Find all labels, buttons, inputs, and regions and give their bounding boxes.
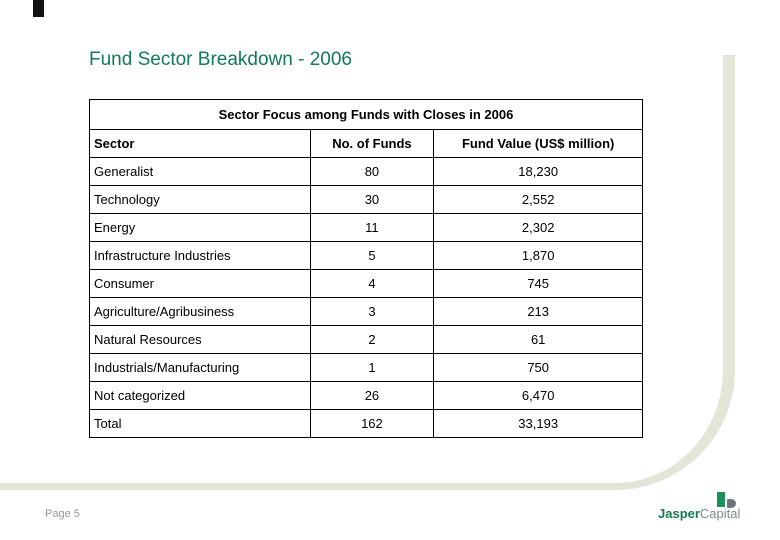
logo-text-capital: Capital [699, 506, 741, 521]
logo-gray-mark-icon [727, 499, 736, 508]
slide-corner-mark [33, 0, 44, 17]
table-row: Natural Resources 2 61 [89, 325, 643, 354]
table-row: Energy 11 2,302 [89, 213, 643, 242]
row-funds-cell: 162 [309, 409, 435, 438]
row-value-cell: 745 [433, 269, 643, 298]
table-row: Technology 30 2,552 [89, 185, 643, 214]
logo-green-bar-icon [717, 492, 725, 507]
row-sector-cell: Infrastructure Industries [89, 241, 311, 270]
table-row: Consumer 4 745 [89, 269, 643, 298]
row-sector-cell: Not categorized [89, 381, 311, 410]
row-sector-cell: Technology [89, 185, 311, 214]
jasper-capital-logo: JasperCapital [655, 488, 755, 528]
row-funds-cell: 4 [309, 269, 435, 298]
page-number-label: Page 5 [45, 508, 80, 520]
row-value-cell: 6,470 [433, 381, 643, 410]
table-row: Not categorized 26 6,470 [89, 381, 643, 410]
row-sector-cell: Agriculture/Agribusiness [89, 297, 311, 326]
page-title: Fund Sector Breakdown - 2006 [89, 49, 352, 70]
column-header-value: Fund Value (US$ million) [433, 129, 643, 158]
row-sector-cell: Energy [89, 213, 311, 242]
row-value-cell: 18,230 [433, 157, 643, 186]
row-sector-cell: Total [89, 409, 311, 438]
row-sector-cell: Generalist [89, 157, 311, 186]
row-value-cell: 2,552 [433, 185, 643, 214]
row-value-cell: 213 [433, 297, 643, 326]
row-sector-cell: Industrials/Manufacturing [89, 353, 311, 382]
row-value-cell: 1,870 [433, 241, 643, 270]
row-value-cell: 2,302 [433, 213, 643, 242]
row-funds-cell: 26 [309, 381, 435, 410]
table-row: Industrials/Manufacturing 1 750 [89, 353, 643, 382]
table-header-row: Sector No. of Funds Fund Value (US$ mill… [89, 129, 643, 158]
row-sector-cell: Natural Resources [89, 325, 311, 354]
row-funds-cell: 11 [309, 213, 435, 242]
table-row: Agriculture/Agribusiness 3 213 [89, 297, 643, 326]
row-value-cell: 61 [433, 325, 643, 354]
row-funds-cell: 80 [309, 157, 435, 186]
decorative-swoosh [0, 55, 735, 490]
table-caption-row: Sector Focus among Funds with Closes in … [89, 99, 643, 130]
sector-breakdown-table: Sector Focus among Funds with Closes in … [89, 99, 643, 438]
row-sector-cell: Consumer [89, 269, 311, 298]
table-row: Generalist 80 18,230 [89, 157, 643, 186]
table-row: Infrastructure Industries 5 1,870 [89, 241, 643, 270]
row-value-cell: 750 [433, 353, 643, 382]
table-body: Generalist 80 18,230 Technology 30 2,552 Energ… [89, 157, 643, 438]
row-funds-cell: 2 [309, 325, 435, 354]
row-funds-cell: 3 [309, 297, 435, 326]
row-funds-cell: 5 [309, 241, 435, 270]
row-funds-cell: 30 [309, 185, 435, 214]
column-header-funds: No. of Funds [309, 129, 435, 158]
column-header-sector: Sector [89, 129, 311, 158]
table-caption: Sector Focus among Funds with Closes in … [89, 99, 643, 130]
table-row: Total 162 33,193 [89, 409, 643, 438]
logo-text-jasper: Jasper [658, 506, 700, 521]
row-value-cell: 33,193 [433, 409, 643, 438]
row-funds-cell: 1 [309, 353, 435, 382]
logo-wordmark: JasperCapital [658, 507, 740, 521]
